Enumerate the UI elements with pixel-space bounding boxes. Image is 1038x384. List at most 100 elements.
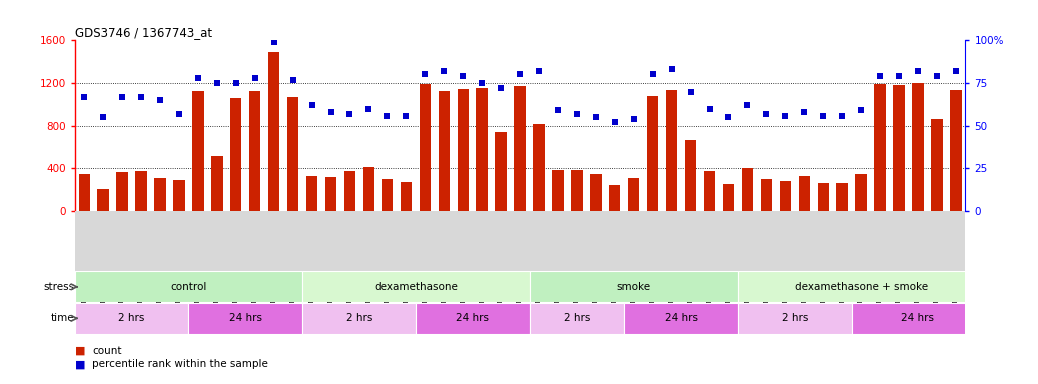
Bar — [851, 303, 984, 334]
Point — [436, 68, 453, 74]
Point — [929, 73, 946, 79]
Text: count: count — [92, 346, 121, 356]
Bar — [302, 303, 416, 334]
Bar — [325, 177, 336, 211]
Point — [909, 68, 926, 74]
Bar — [344, 171, 355, 211]
Point — [94, 114, 111, 120]
Point — [342, 111, 358, 117]
Point — [720, 114, 737, 120]
Point — [76, 94, 92, 100]
Point — [606, 119, 623, 126]
Point — [322, 109, 338, 115]
Bar — [306, 176, 318, 211]
Bar — [894, 84, 905, 211]
Bar — [515, 86, 525, 211]
Point — [455, 73, 471, 79]
Text: time: time — [51, 313, 75, 323]
Point — [227, 80, 244, 86]
Point — [398, 113, 414, 119]
Text: 24 hrs: 24 hrs — [664, 313, 698, 323]
Bar — [495, 132, 507, 211]
Text: 24 hrs: 24 hrs — [901, 313, 934, 323]
Point — [493, 85, 510, 91]
Bar — [912, 83, 924, 211]
Point — [360, 106, 377, 112]
Point — [948, 68, 964, 74]
Point — [152, 97, 168, 103]
Bar — [780, 181, 791, 211]
Point — [114, 94, 131, 100]
Text: 2 hrs: 2 hrs — [346, 313, 373, 323]
Point — [682, 88, 699, 94]
Bar — [529, 271, 738, 302]
Text: dexamethasone: dexamethasone — [374, 282, 458, 292]
Bar — [529, 303, 624, 334]
Point — [588, 114, 604, 120]
Bar — [609, 185, 621, 211]
Bar — [624, 303, 738, 334]
Bar — [286, 97, 298, 211]
Text: GDS3746 / 1367743_at: GDS3746 / 1367743_at — [75, 26, 212, 39]
Bar — [628, 177, 639, 211]
Point — [190, 75, 207, 81]
Point — [777, 113, 794, 119]
Text: 2 hrs: 2 hrs — [782, 313, 808, 323]
Bar — [666, 90, 678, 211]
Bar — [761, 179, 772, 211]
Bar — [647, 96, 658, 211]
Bar — [552, 170, 564, 211]
Bar — [742, 168, 754, 211]
Point — [266, 39, 282, 45]
Text: smoke: smoke — [617, 282, 651, 292]
Text: dexamethasone + smoke: dexamethasone + smoke — [794, 282, 928, 292]
Bar — [230, 98, 242, 211]
Bar — [155, 178, 166, 211]
Text: 2 hrs: 2 hrs — [564, 313, 590, 323]
Bar — [302, 271, 529, 302]
Point — [645, 71, 661, 78]
Point — [702, 106, 718, 112]
Bar — [439, 91, 449, 211]
Bar — [173, 180, 185, 211]
Bar — [249, 91, 261, 211]
Bar — [931, 119, 943, 211]
Point — [663, 66, 680, 73]
Bar — [534, 124, 545, 211]
Point — [379, 113, 395, 119]
Point — [417, 71, 434, 78]
Point — [891, 73, 907, 79]
Bar — [382, 179, 393, 211]
Text: 2 hrs: 2 hrs — [118, 313, 144, 323]
Bar — [79, 174, 90, 211]
Bar — [416, 303, 529, 334]
Bar — [75, 303, 189, 334]
Bar — [738, 271, 984, 302]
Point — [815, 113, 831, 119]
Text: 24 hrs: 24 hrs — [228, 313, 262, 323]
Text: percentile rank within the sample: percentile rank within the sample — [92, 359, 268, 369]
Bar — [189, 303, 302, 334]
Point — [284, 76, 301, 83]
Bar — [685, 140, 696, 211]
Bar — [738, 303, 851, 334]
Bar — [798, 177, 810, 211]
Bar — [837, 183, 848, 211]
Point — [872, 73, 889, 79]
Bar — [458, 89, 469, 211]
Point — [834, 113, 850, 119]
Bar — [192, 91, 203, 211]
Point — [758, 111, 774, 117]
Point — [569, 111, 585, 117]
Bar — [362, 167, 374, 211]
Bar — [116, 172, 128, 211]
Bar — [950, 90, 961, 211]
Point — [739, 102, 756, 108]
Text: ■: ■ — [75, 359, 85, 369]
Bar — [98, 189, 109, 211]
Point — [170, 111, 187, 117]
Bar — [268, 52, 279, 211]
Bar — [818, 183, 829, 211]
Bar — [476, 88, 488, 211]
Point — [530, 68, 547, 74]
